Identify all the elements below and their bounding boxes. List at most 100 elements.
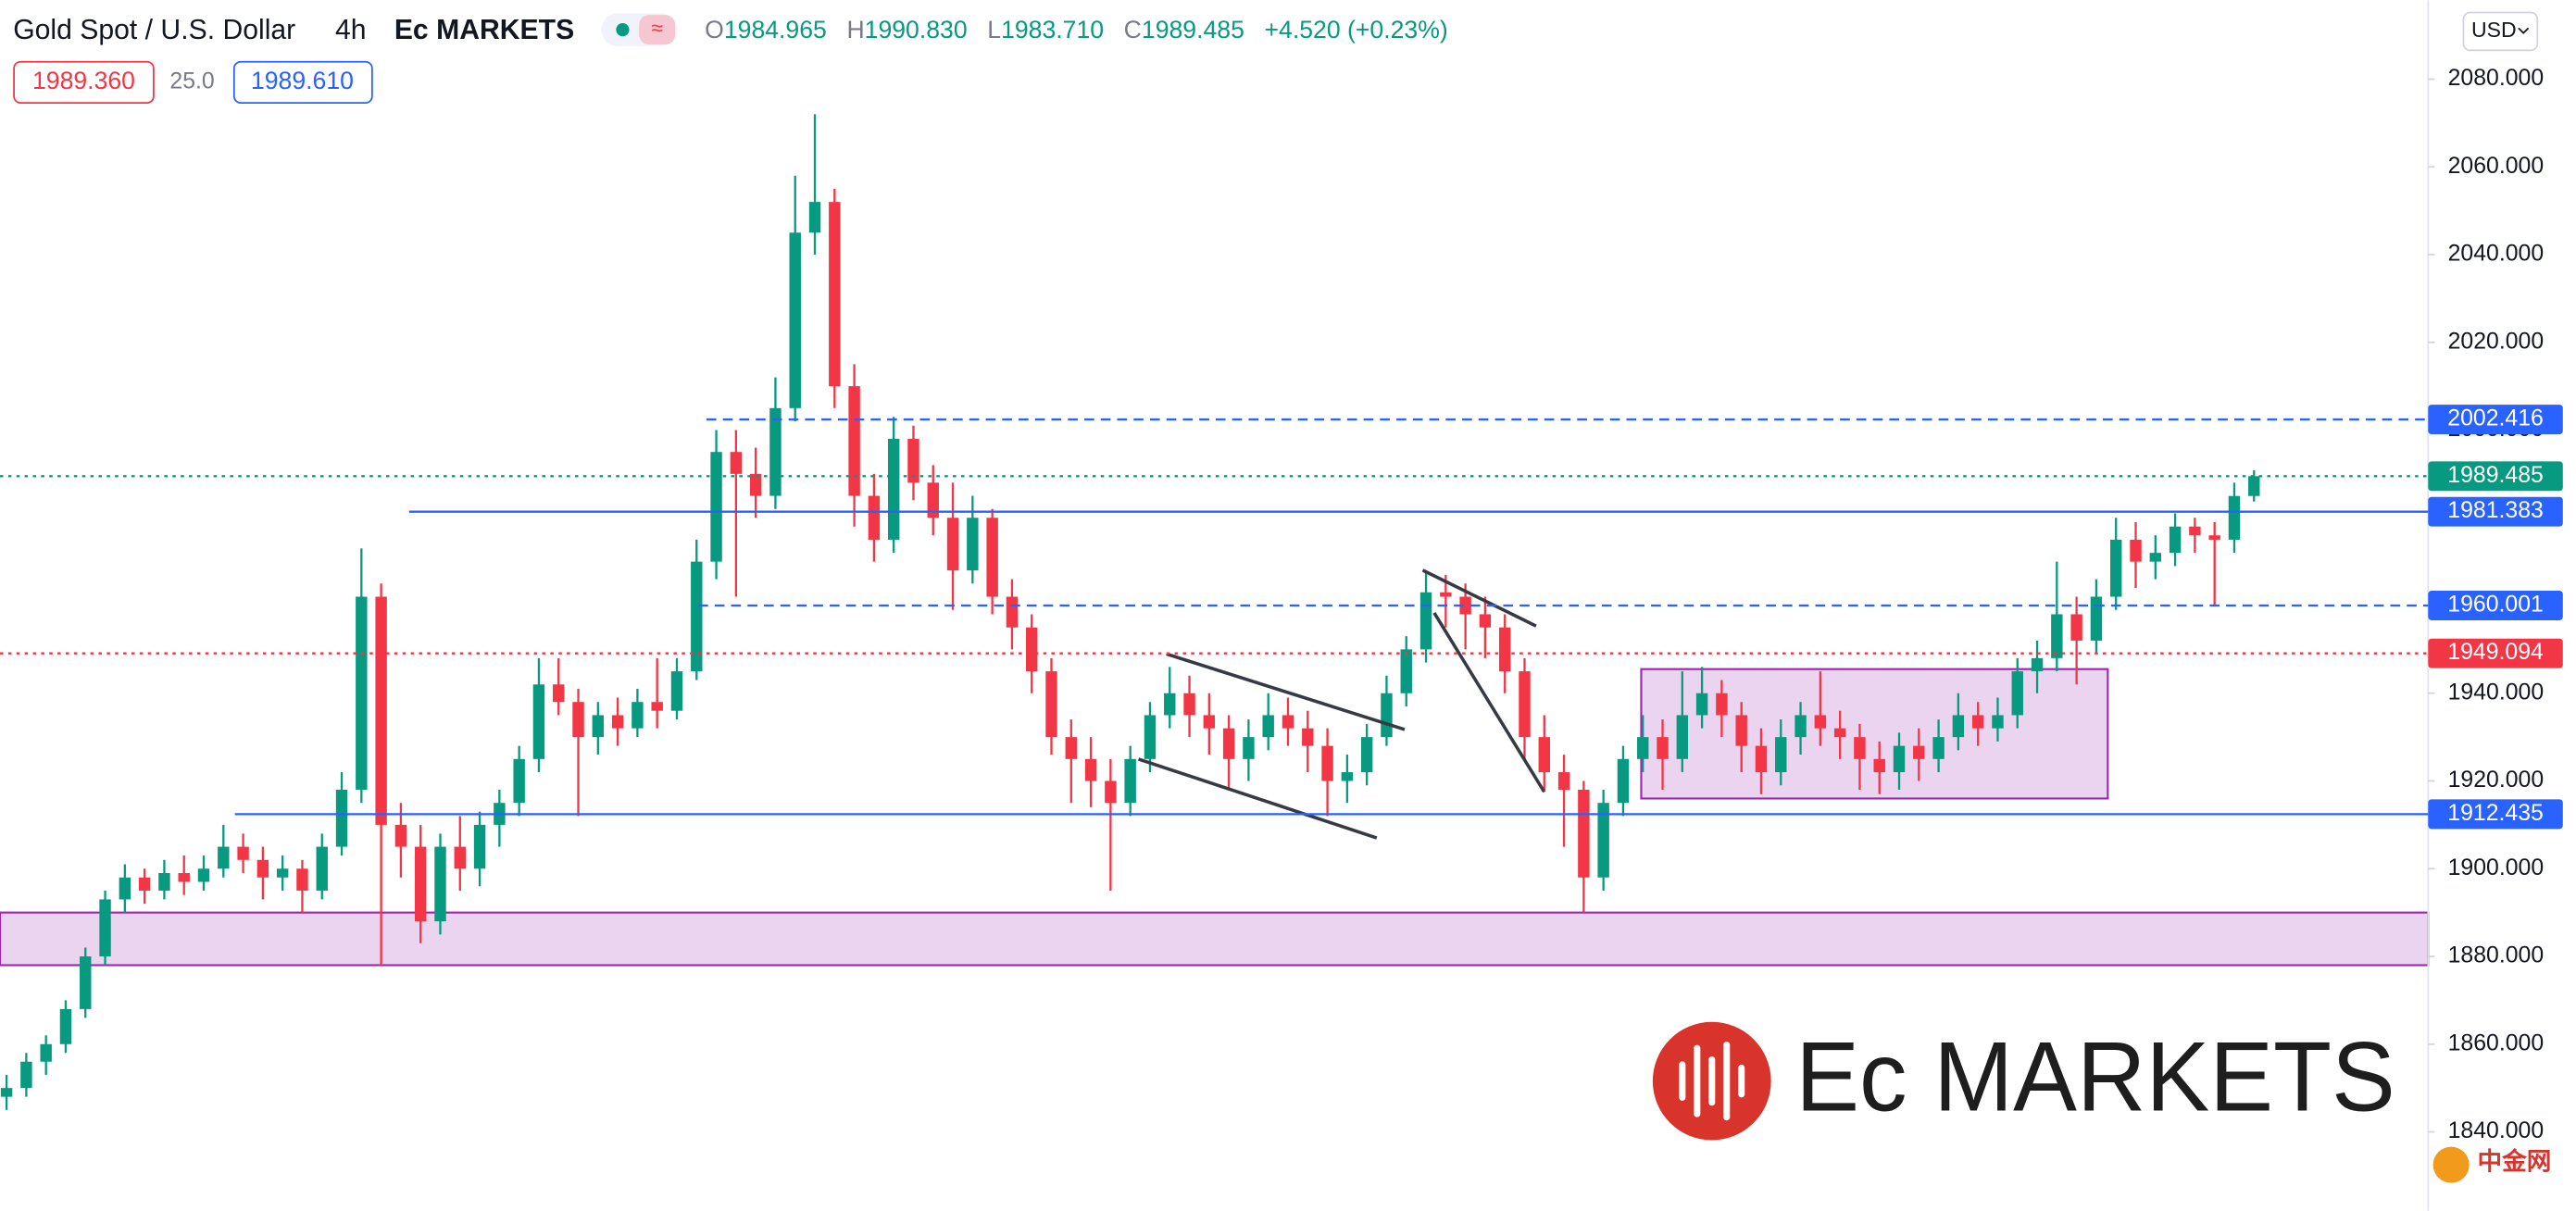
candle-body [237,846,249,860]
candle-body [1775,737,1787,773]
trend-line [1137,757,1378,840]
candle-body [1459,596,1471,615]
candle-body [1873,758,1885,773]
currency[interactable]: USD [2471,18,2517,42]
price-label-bg [2428,638,2563,668]
market-status [616,23,630,37]
price-label: 1989.485 [2447,463,2544,488]
candle-body [986,518,998,597]
candle-body [769,407,782,496]
price-label-bg [2428,461,2563,492]
value: 1983.710 [1001,16,1104,44]
price-label-bg [2428,405,2563,435]
currency-select[interactable] [2462,11,2539,52]
interval[interactable]: 4h [335,15,367,45]
candle-body [848,386,860,496]
ask[interactable]: 1989.610 [251,67,354,94]
candle-body [1243,737,1255,759]
candle-body [1814,715,1827,729]
price-label: 1949.094 [2447,640,2544,665]
candle-body [158,873,170,891]
label: H [846,16,864,44]
candle-body [1519,671,1531,738]
candle-body [178,873,190,882]
trend-line [1166,652,1406,731]
zone [0,911,2430,967]
candle-body [1538,737,1550,773]
y-tick-label: 1880.000 [2448,943,2545,968]
price-label: 1912.435 [2447,801,2544,826]
candle-body [2031,657,2044,672]
label: L [987,16,1001,44]
candle-body [1913,745,1925,759]
candle-body [2070,614,2082,641]
y-tick-label: 2080.000 [2448,66,2545,91]
candle-body [532,684,545,759]
candle-body [907,438,919,483]
candle-body [1755,745,1768,773]
y-tick-label: 1840.000 [2448,1118,2545,1143]
candle-body [1302,728,1314,746]
logo-bars [1679,1042,1745,1121]
candle-body [414,846,427,922]
logo-text: Ec MARKETS [1795,1021,2395,1131]
zone [1640,668,2109,800]
broker: Ec MARKETS [394,15,574,45]
ohlc-legend: O1984.965 H1990.830 L1983.710 C1989.485 … [705,16,1448,44]
candle-body [138,877,151,891]
candle-body [2208,535,2220,540]
candle-body [1222,728,1235,759]
candle-body [513,758,525,804]
candle-body [651,702,663,711]
label: O [705,16,724,44]
candle-body [1637,737,1649,759]
candle-body [316,846,328,891]
change: +4.520 (+0.23%) [1265,16,1448,44]
buy-button[interactable] [232,60,373,104]
sell-button[interactable] [13,60,155,104]
candle-body [1716,693,1728,716]
y-tick-label: 2040.000 [2448,242,2545,267]
candle-body [1617,758,1630,804]
candle-body [2051,614,2063,658]
spread: 25.0 [169,69,214,94]
candle-body [611,715,624,729]
label: C [1124,16,1142,44]
candle-body [1657,737,1669,759]
candle-body [119,877,131,900]
candle-body [1992,715,2004,729]
candle-body [276,868,289,878]
delay-icon [639,15,676,45]
source: 中金网 [2478,1147,2552,1175]
plot-area [0,114,2430,1110]
candle-body [1735,715,1747,746]
candle-body [691,561,703,672]
candle-body [80,956,92,1009]
candle-body [1578,789,1590,878]
candle-body [868,495,881,540]
candle-body [356,596,368,790]
candle-body [572,702,584,738]
candle-body [1597,803,1609,878]
candle-body [749,473,762,496]
candle-body [2011,671,2023,716]
candle-body [808,202,821,233]
candle-body [730,452,743,474]
candle-body [1479,614,1492,628]
candle-body [2149,553,2162,562]
candle-body [59,1008,72,1044]
candle-body [1557,772,1570,790]
candle-body [1183,693,1195,716]
candle-body [1341,772,1354,781]
candle-body [2110,539,2122,597]
price-label: 1960.001 [2447,593,2544,618]
candle-body [1084,758,1097,781]
candle-body [1854,737,1866,759]
delay-symbol: ≈ [651,16,663,40]
candle-body [670,671,683,711]
bid[interactable]: 1989.360 [32,67,135,94]
candle-body [394,824,407,847]
candle-body [2130,539,2142,562]
price-label-bg [2428,496,2563,527]
